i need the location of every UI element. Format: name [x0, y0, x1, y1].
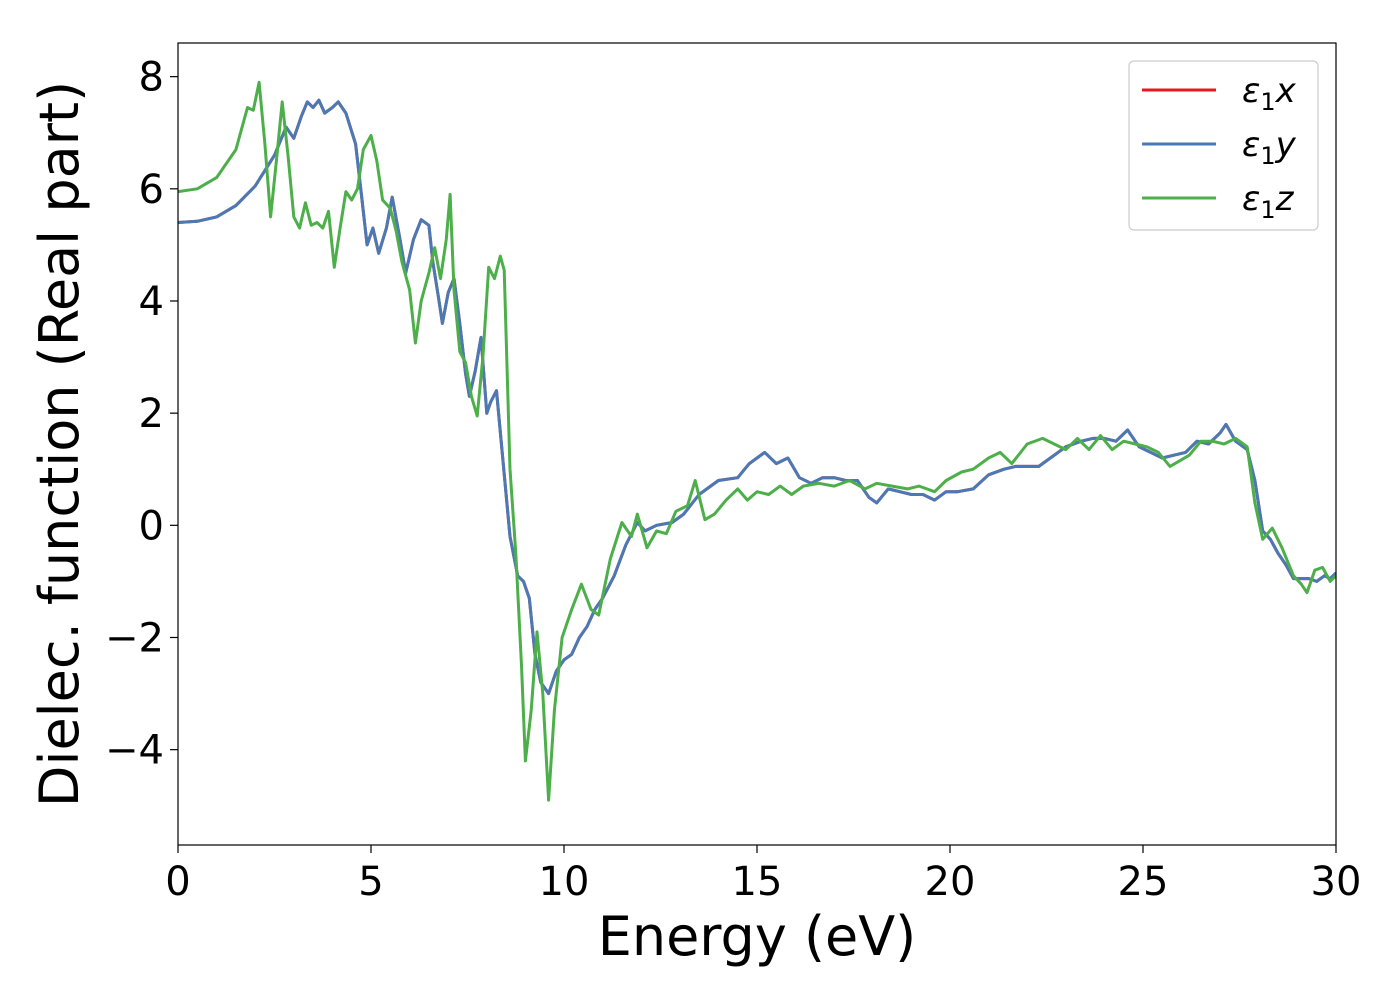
x-axis-label: Energy (eV) — [598, 905, 917, 968]
x-tick-label: 30 — [1311, 859, 1362, 905]
x-tick-label: 5 — [358, 859, 383, 905]
x-tick-label: 25 — [1118, 859, 1169, 905]
y-tick-label: −4 — [105, 728, 164, 774]
legend-label-z: ε1z — [1242, 179, 1295, 224]
legend-label-x: ε1x — [1242, 71, 1297, 116]
y-axis-label: Dielec. function (Real part) — [28, 81, 91, 807]
y-tick-label: 0 — [139, 503, 164, 549]
x-tick-label: 15 — [732, 859, 783, 905]
y-tick-label: 6 — [139, 167, 164, 213]
y-tick-label: −2 — [105, 615, 164, 661]
x-tick-label: 20 — [925, 859, 976, 905]
x-tick-label: 10 — [539, 859, 590, 905]
legend-label-y: ε1y — [1242, 125, 1297, 170]
series-line-z — [178, 80, 1336, 802]
y-tick-label: 2 — [139, 391, 164, 437]
series-layer — [178, 80, 1336, 802]
y-tick-label: 4 — [139, 279, 164, 325]
y-axis: −4 −2 0 2 4 6 8 — [105, 55, 178, 774]
x-axis: 0 5 10 15 20 25 30 — [165, 845, 1361, 905]
legend: ε1x ε1y ε1z — [1128, 60, 1319, 231]
x-tick-label: 0 — [165, 859, 190, 905]
y-tick-label: 8 — [139, 55, 164, 101]
legend-frame — [1128, 60, 1319, 231]
